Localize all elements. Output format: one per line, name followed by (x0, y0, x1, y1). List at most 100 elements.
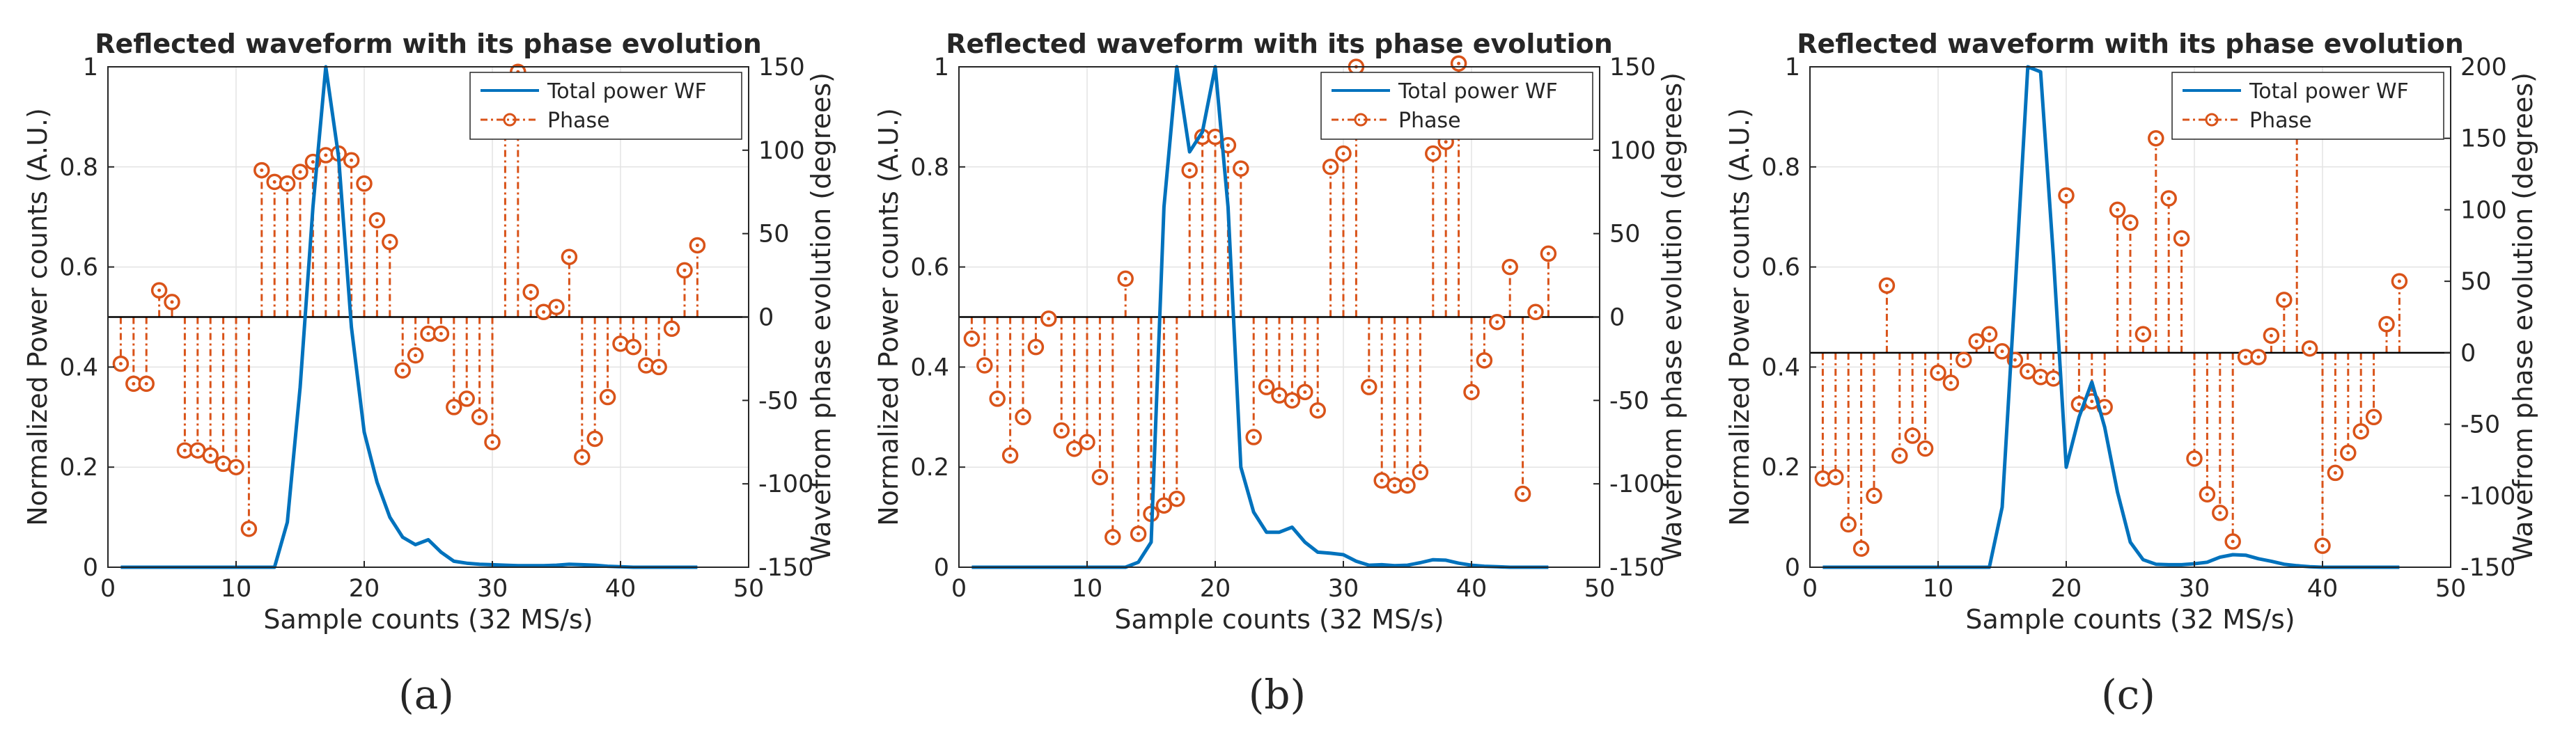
phase-point-dot (1393, 484, 1397, 488)
phase-point-dot (983, 363, 987, 367)
left-y-tick-label: 0.8 (1761, 154, 1800, 182)
phase-point-dot (1085, 440, 1089, 444)
x-tick-label: 30 (2179, 575, 2210, 603)
legend-label-phase: Phase (2249, 109, 2312, 133)
phase-point-dot (2397, 279, 2401, 283)
phase-point-dot (1546, 251, 1550, 255)
phase-point-dot (452, 405, 456, 409)
left-y-tick-label: 0.6 (910, 254, 949, 282)
phase-point-dot (1405, 484, 1410, 488)
phase-point-dot (2026, 370, 2030, 374)
legend: Total power WF Phase (1320, 72, 1593, 140)
phase-point-dot (2205, 492, 2209, 496)
x-tick-label: 20 (2051, 575, 2082, 603)
left-y-axis-label: Normalized Power counts (A.U.) (22, 108, 53, 526)
legend-label-power: Total power WF (1398, 79, 1558, 104)
phase-point-dot (1898, 454, 1902, 458)
right-y-tick-label: 150 (758, 54, 805, 81)
phase-point-dot (542, 310, 546, 314)
phase-point-dot (1936, 371, 1940, 375)
phase-point-dot (1380, 478, 1384, 482)
phase-point-dot (1290, 398, 1294, 402)
phase-point-dot (554, 305, 559, 309)
phase-point-dot (2077, 402, 2081, 406)
x-tick-label: 40 (605, 575, 637, 603)
phase-point-dot (1329, 165, 1333, 169)
phase-point-dot (1495, 320, 1499, 324)
x-tick-label: 0 (100, 575, 116, 603)
phase-point-dot (2180, 237, 2184, 241)
phase-point-dot (1213, 135, 1217, 139)
phase-point-dot (1137, 532, 1141, 536)
phase-point-dot (969, 337, 974, 341)
x-tick-label: 10 (1072, 575, 1103, 603)
phase-point-dot (593, 436, 597, 441)
phase-point-dot (2244, 355, 2248, 359)
legend-label-power: Total power WF (2249, 79, 2409, 104)
legend-frame (469, 72, 742, 140)
phase-point-dot (1884, 283, 1889, 287)
phase-point-dot (2064, 193, 2068, 198)
legend-label-phase: Phase (1398, 109, 1461, 133)
right-y-tick-label: 100 (2460, 196, 2507, 224)
phase-point-dot (2346, 451, 2350, 455)
x-tick-label: 30 (477, 575, 508, 603)
phase-point-dot (324, 153, 328, 157)
phase-point-dot (1834, 475, 1838, 480)
phase-point-dot (1457, 61, 1461, 65)
phase-point-dot (1923, 446, 1928, 450)
left-y-tick-label: 0.6 (1761, 254, 1800, 282)
phase-point-dot (1239, 166, 1243, 171)
phase-point-dot (682, 268, 687, 272)
right-y-tick-label: 50 (2460, 268, 2492, 296)
phase-point-dot (580, 455, 584, 459)
phase-point-dot (2013, 358, 2017, 362)
phase-point-dot (1021, 415, 1025, 419)
panel-caption: (a) (398, 671, 454, 718)
phase-point-dot (2384, 322, 2389, 326)
left-y-tick-label: 0.2 (1761, 454, 1800, 482)
left-y-tick-label: 0.4 (910, 354, 949, 381)
phase-point-dot (1469, 390, 1474, 394)
phase-point-dot (1316, 409, 1320, 413)
phase-point-dot (657, 365, 661, 369)
left-y-tick-label: 1 (83, 54, 98, 81)
panel-a: 0 10 20 30 40 50 0 0.2 0.4 0.6 0.8 1 -150 -100 -50 0 50 1… (22, 29, 836, 718)
chart-title: Reflected waveform with its phase evolut… (95, 29, 762, 59)
phase-point-dot (1974, 339, 1978, 343)
phase-point-dot (1059, 428, 1063, 432)
right-y-tick-label: 0 (758, 304, 774, 332)
phase-point-dot (208, 453, 212, 457)
power-line (1822, 65, 2400, 569)
phase-point-dot (1910, 434, 1914, 438)
left-y-tick-label: 0 (934, 554, 949, 582)
phase-point-dot (286, 182, 290, 186)
phase-point-dot (2372, 415, 2376, 419)
panel-c: 0 10 20 30 40 50 0 0.2 0.4 0.6 0.8 1 -150 -100 -50 0 50 1… (1724, 29, 2538, 718)
right-y-tick-label: 100 (1609, 137, 1656, 165)
phase-point-dot (118, 362, 123, 366)
left-y-tick-label: 0.2 (59, 454, 98, 482)
chart-title: Reflected waveform with its phase evolut… (946, 29, 1613, 59)
phase-point-dot (1949, 381, 1953, 385)
right-y-tick-label: 0 (2460, 340, 2476, 367)
right-y-tick-label: -50 (2460, 411, 2500, 439)
phase-point-dot (1521, 492, 1525, 496)
x-tick-label: 10 (221, 575, 252, 603)
phase-point-dot (1859, 546, 1864, 551)
phase-point-dot (400, 368, 405, 372)
phase-point-dot (311, 160, 315, 164)
phase-point-dot (388, 240, 392, 244)
phase-point-dot (490, 440, 494, 444)
phase-point-dot (2000, 349, 2004, 354)
phase-point-dot (1265, 385, 1269, 389)
phase-point-dot (426, 331, 430, 335)
right-y-tick-label: 100 (758, 137, 805, 165)
phase-point-dot (1431, 152, 1435, 156)
x-axis-label: Sample counts (32 MS/s) (1965, 604, 2295, 635)
phase-point-dot (2192, 457, 2196, 461)
right-y-axis-label: Wavefrom phase evolution (degrees) (2508, 72, 2538, 562)
phase-point-dot (2256, 355, 2261, 359)
phase-point-dot (1872, 493, 1876, 498)
